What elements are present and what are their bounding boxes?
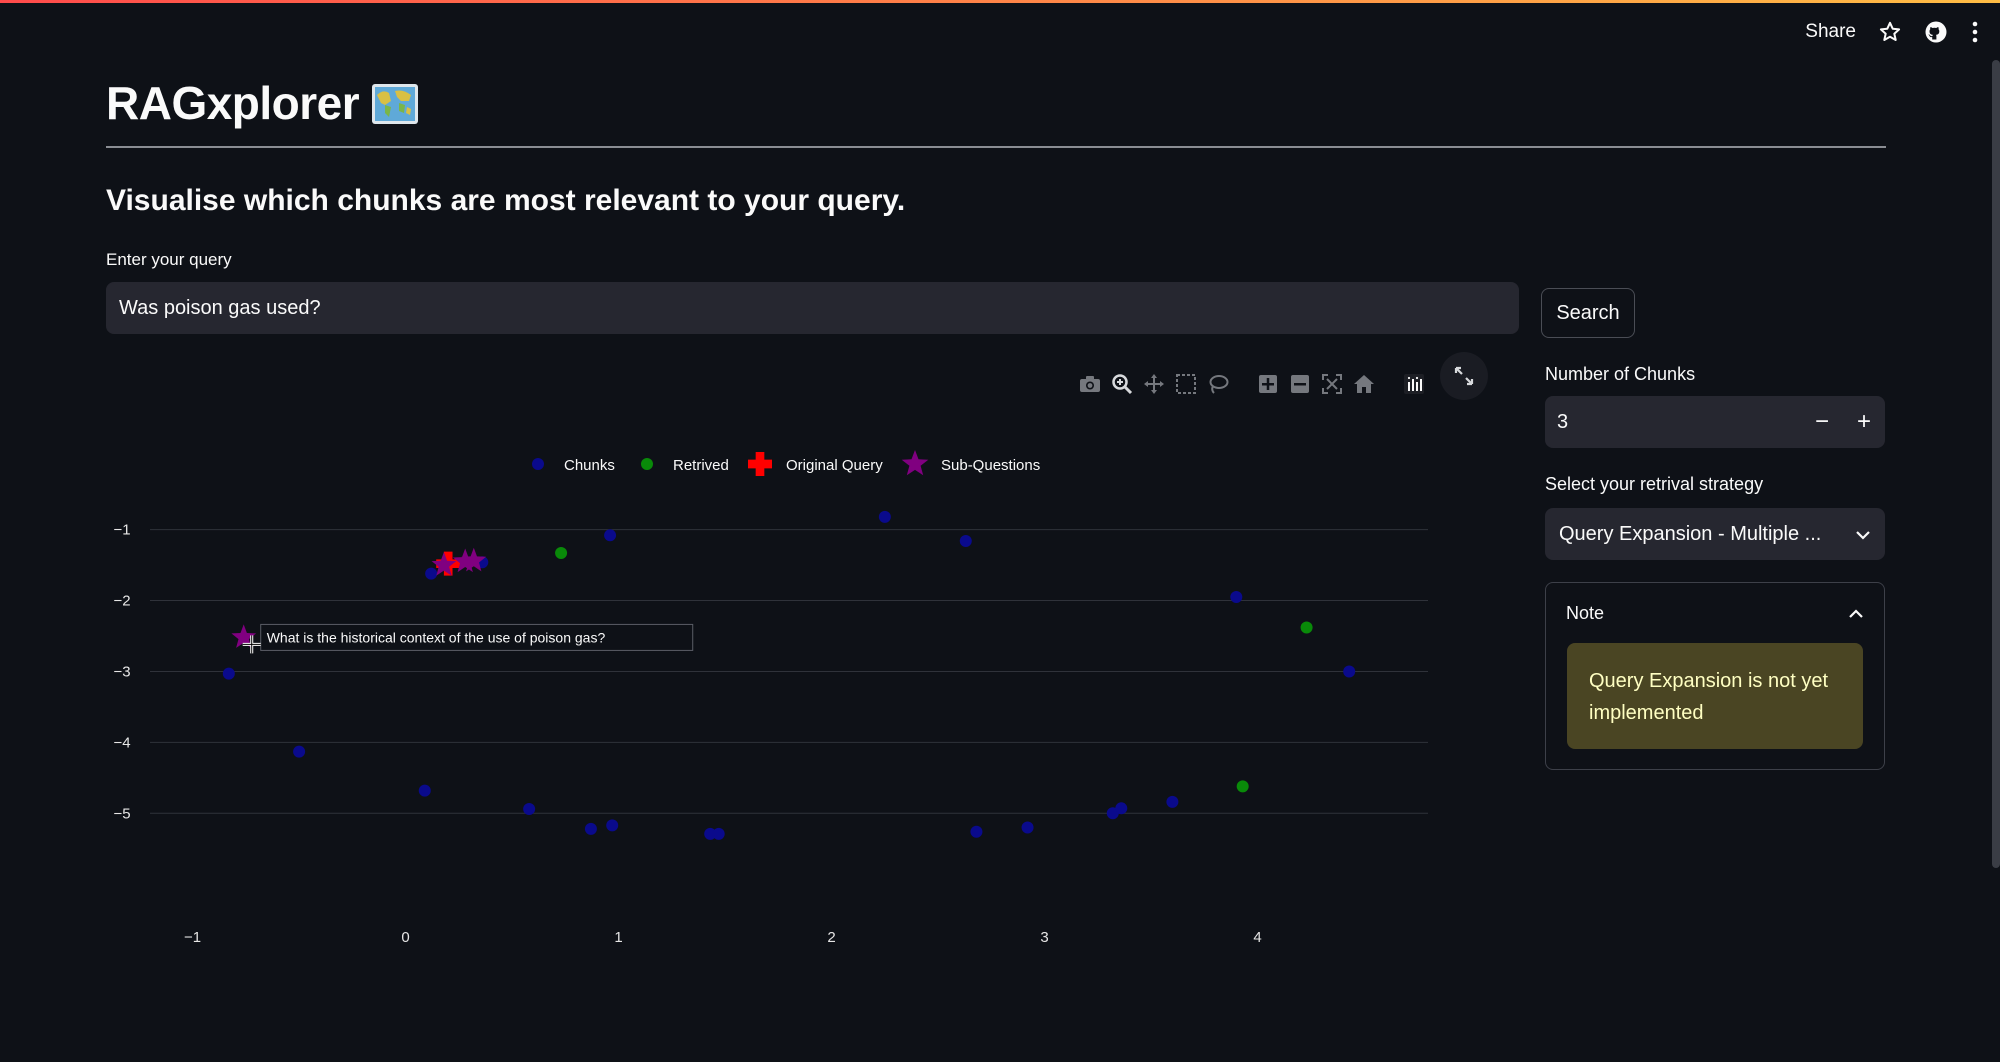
- data-point: [418, 784, 431, 797]
- strategy-selected-value: Query Expansion - Multiple ...: [1559, 522, 1822, 545]
- strategy-select[interactable]: Query Expansion - Multiple ...: [1545, 508, 1885, 560]
- data-point: [1115, 802, 1128, 815]
- data-point: [1021, 821, 1034, 834]
- top-decoration-bar: [0, 0, 2000, 3]
- data-point: [523, 803, 536, 816]
- y-tick-label: −2: [113, 593, 130, 610]
- plotly-logo-icon[interactable]: [1402, 372, 1426, 396]
- increment-button[interactable]: +: [1856, 408, 1871, 435]
- decrement-button[interactable]: −: [1814, 408, 1829, 435]
- warning-alert: Query Expansion is not yet implemented: [1567, 643, 1863, 749]
- data-point: [1300, 621, 1313, 634]
- chart-modebar: [1078, 372, 1426, 396]
- kebab-menu-icon[interactable]: [1970, 20, 1980, 44]
- data-point: [1230, 591, 1243, 603]
- y-tick-label: −4: [113, 734, 130, 751]
- world-map-icon: [371, 82, 419, 124]
- data-point: [425, 567, 438, 580]
- scatter-chart[interactable]: −1 −2 −3 −4 −5 −1 0 1 2 3 4 Chunks Retrived Original …: [100, 430, 1500, 960]
- chunks-number-input: − +: [1545, 396, 1885, 448]
- chevron-up-icon: [1848, 603, 1864, 624]
- legend-marker: [641, 458, 653, 470]
- x-tick-label: 1: [614, 929, 622, 946]
- crosshair-cursor-outline: [242, 635, 261, 654]
- hover-tooltip-text: What is the historical context of the us…: [267, 629, 606, 645]
- github-icon[interactable]: [1924, 20, 1948, 44]
- page-title-text: RAGxplorer: [106, 77, 360, 129]
- data-point: [222, 667, 235, 680]
- legend-label: Chunks: [564, 457, 615, 474]
- legend-label: Original Query: [786, 457, 883, 474]
- data-point: [1166, 795, 1179, 808]
- legend-marker: [532, 458, 544, 470]
- x-tick-label: −1: [184, 929, 201, 946]
- chunks-value-field[interactable]: [1545, 396, 1785, 448]
- data-point: [704, 827, 717, 840]
- data-point: [878, 510, 891, 523]
- data-point: [231, 624, 257, 648]
- data-point: [584, 822, 597, 835]
- data-point: [452, 548, 478, 573]
- chunks-label: Number of Chunks: [1545, 364, 1696, 384]
- data-point: [606, 819, 619, 832]
- data-point: [555, 547, 568, 560]
- star-icon[interactable]: [1878, 20, 1902, 44]
- title-divider: [106, 146, 1886, 148]
- query-input[interactable]: [106, 282, 1519, 334]
- data-point: [959, 534, 972, 547]
- data-point: [712, 827, 725, 840]
- y-tick-label: −1: [113, 522, 130, 539]
- note-expander-header[interactable]: Note: [1546, 583, 1884, 643]
- legend-marker: [901, 450, 929, 476]
- share-button[interactable]: Share: [1805, 21, 1856, 42]
- data-point: [1343, 665, 1356, 678]
- data-point: [1236, 780, 1249, 793]
- camera-icon[interactable]: [1078, 372, 1102, 396]
- zoom-icon[interactable]: [1110, 372, 1134, 396]
- data-point: [970, 825, 983, 838]
- reset-axes-icon[interactable]: [1352, 372, 1376, 396]
- chevron-down-icon: [1855, 523, 1871, 546]
- zoom-out-icon[interactable]: [1288, 372, 1312, 396]
- note-expander: Note Query Expansion is not yet implemen…: [1545, 582, 1885, 770]
- box-select-icon[interactable]: [1174, 372, 1198, 396]
- data-point: [293, 745, 306, 758]
- query-label: Enter your query: [106, 250, 232, 269]
- legend-label: Retrived: [673, 457, 729, 474]
- strategy-label: Select your retrival strategy: [1545, 474, 1764, 494]
- zoom-in-icon[interactable]: [1256, 372, 1280, 396]
- legend-marker: [748, 452, 772, 476]
- data-point: [431, 552, 457, 576]
- page-title: RAGxplorer: [106, 76, 419, 130]
- page-scrollbar[interactable]: [1992, 60, 2000, 868]
- header-actions: Share: [1805, 18, 1980, 46]
- hover-tooltip-box: [260, 623, 694, 651]
- note-title: Note: [1566, 602, 1605, 623]
- legend-label: Sub-Questions: [941, 457, 1040, 474]
- lasso-select-icon[interactable]: [1206, 372, 1230, 396]
- y-tick-label: −5: [113, 805, 130, 822]
- fullscreen-icon[interactable]: [1440, 352, 1488, 400]
- data-point: [604, 529, 617, 542]
- x-tick-label: 3: [1040, 929, 1048, 946]
- pan-icon[interactable]: [1142, 372, 1166, 396]
- autoscale-icon[interactable]: [1320, 372, 1344, 396]
- x-tick-label: 0: [401, 929, 409, 946]
- data-point: [461, 547, 487, 572]
- search-button[interactable]: Search: [1541, 288, 1635, 338]
- x-tick-label: 4: [1253, 929, 1261, 946]
- x-tick-label: 2: [827, 929, 835, 946]
- y-tick-label: −3: [113, 663, 130, 680]
- page-subtitle: Visualise which chunks are most relevant…: [106, 184, 906, 217]
